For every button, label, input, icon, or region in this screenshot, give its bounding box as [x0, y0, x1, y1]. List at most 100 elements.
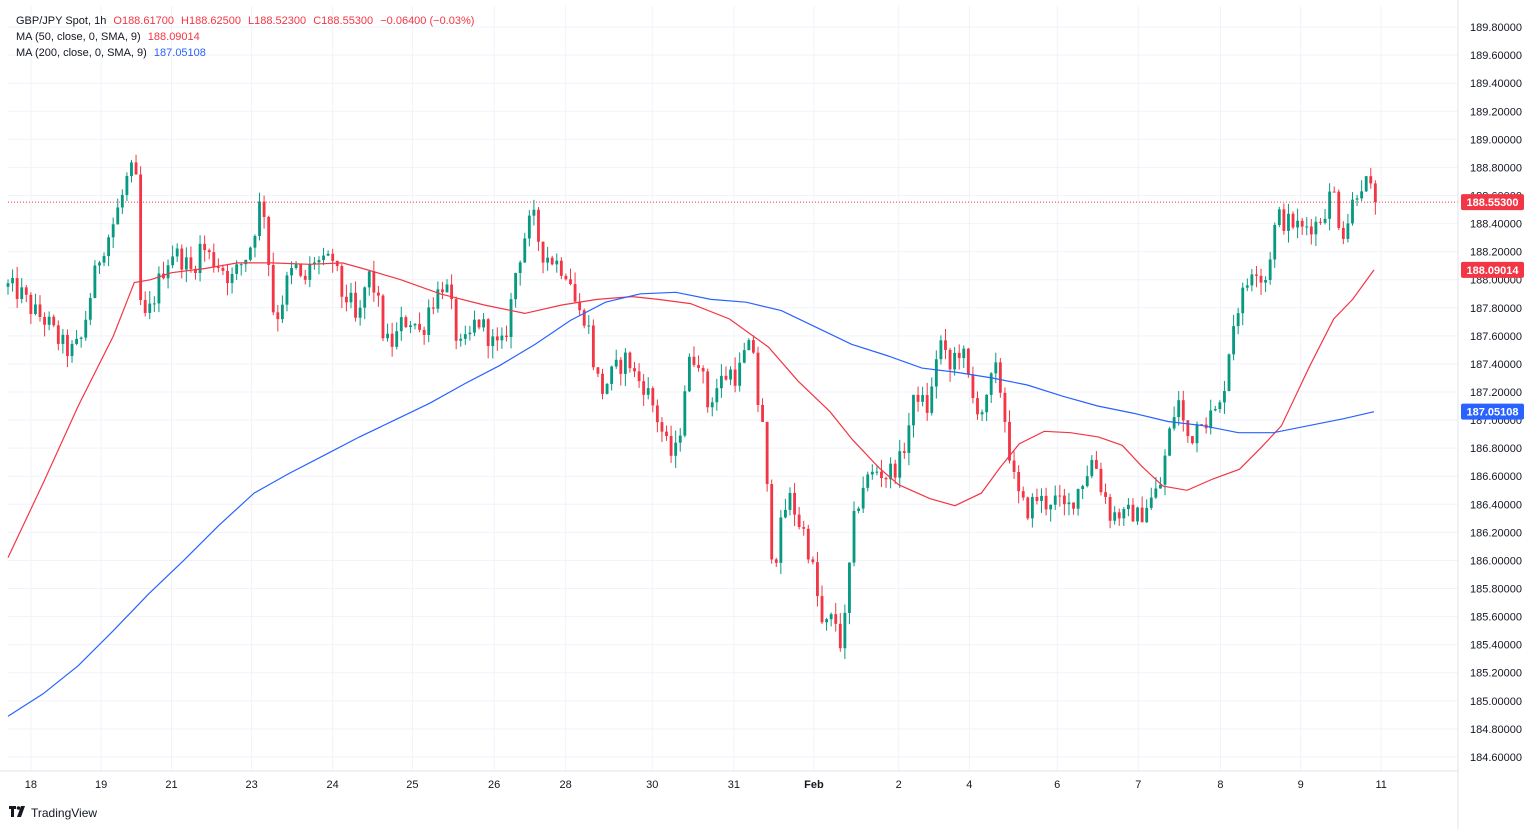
candle-body [902, 451, 906, 453]
brand-name: TradingView [31, 805, 98, 820]
candle-body [665, 431, 668, 436]
candle-body [527, 215, 531, 239]
candle-body [1008, 421, 1011, 461]
symbol-name[interactable]: GBP/JPY Spot [16, 15, 88, 27]
candle-body [61, 334, 65, 344]
candle-body [921, 395, 925, 402]
candle-body [482, 319, 486, 328]
candle-body [1305, 226, 1309, 228]
candle-body [308, 264, 312, 280]
candle-body [532, 209, 536, 216]
price-tick-label: 189.80000 [1470, 22, 1522, 34]
candle-body [1291, 213, 1295, 228]
candle-body [1264, 279, 1268, 283]
candle-body [838, 623, 842, 649]
candle-body [1104, 492, 1107, 498]
tradingview-logo-icon [9, 805, 27, 820]
tradingview-brand[interactable]: TradingView [9, 805, 97, 820]
candle-body [395, 331, 399, 347]
candle-body [889, 463, 893, 480]
price-tick-label: 185.00000 [1470, 696, 1522, 708]
candle-body [729, 369, 732, 380]
candle-body [541, 241, 545, 263]
candle-body [477, 319, 481, 328]
candle-body [582, 310, 586, 326]
price-tick-label: 188.40000 [1470, 219, 1522, 231]
time-tick-label: Feb [804, 779, 824, 791]
candle-body [1012, 460, 1016, 472]
candle-body [1273, 224, 1277, 260]
candle-body [875, 471, 879, 473]
candle-body [678, 435, 682, 443]
candle-body [751, 340, 755, 353]
candle-body [1369, 176, 1373, 184]
candle-body [509, 299, 513, 337]
time-tick-label: 9 [1298, 779, 1304, 791]
candle-body [747, 340, 751, 351]
candle-body [495, 336, 499, 341]
candle-body [518, 262, 522, 274]
candle-body [75, 338, 79, 344]
candle-body [861, 487, 865, 509]
candle-body [816, 562, 819, 597]
time-tick-label: 11 [1375, 779, 1386, 791]
price-tick-label: 189.00000 [1470, 134, 1522, 146]
candle-body [550, 257, 554, 265]
timeframe[interactable]: 1h [94, 15, 107, 27]
candle-body [971, 374, 975, 399]
candle-body [834, 614, 838, 624]
candle-body [468, 332, 472, 335]
candle-body [431, 307, 435, 309]
candle-body [962, 348, 966, 359]
candle-body [742, 350, 746, 363]
candle-body [825, 619, 828, 623]
candle-body [779, 517, 783, 563]
candle-body [994, 362, 998, 374]
candle-body [354, 292, 357, 318]
candle-body [15, 278, 19, 300]
candle-body [43, 316, 47, 325]
candle-body [88, 298, 92, 320]
candle-body [1017, 471, 1021, 492]
price-tick-label: 186.20000 [1470, 527, 1522, 539]
candle-body [578, 301, 582, 311]
ma50-line [7, 262, 1375, 558]
candle-body [404, 317, 408, 328]
legend-ma200-row[interactable]: MA (200, close, 0, SMA, 9) 187.05108 [16, 45, 474, 61]
candle-body [445, 284, 449, 293]
candle-body [107, 237, 111, 257]
candle-body [989, 373, 993, 395]
time-tick-label: 31 [728, 779, 740, 791]
candle-body [866, 474, 870, 488]
price-tick-label: 187.20000 [1470, 387, 1522, 399]
candle-body [998, 362, 1002, 393]
price-tick-label: 187.60000 [1470, 331, 1522, 343]
candle-body [216, 267, 220, 269]
candle-body [500, 335, 504, 341]
candle-body [450, 284, 454, 300]
price-tick-label: 189.40000 [1470, 78, 1522, 90]
candle-body [569, 279, 572, 285]
time-axis[interactable]: 18 19 21 23 24 25 26 28 30 31 Feb 2 4 6 7 8 9 11 [0, 770, 1458, 791]
legend-ma50-row[interactable]: MA (50, close, 0, SMA, 9) 188.09014 [16, 29, 474, 45]
candle-body [784, 509, 787, 518]
candle-body [56, 325, 60, 344]
candle-body [1113, 512, 1117, 521]
legend-ohlc-row[interactable]: GBP/JPY Spot, 1h O188.61700 H188.62500 L… [16, 15, 475, 27]
candle-body [1030, 496, 1034, 519]
candle-body [811, 559, 815, 563]
candle-body [1131, 504, 1135, 522]
candle-body [367, 271, 371, 288]
price-tick-label: 184.60000 [1470, 752, 1522, 764]
change-value: −0.06400 (−0.03%) [380, 15, 475, 27]
candle-body [1282, 209, 1286, 231]
candle-body [47, 316, 51, 325]
candle-body [1218, 402, 1222, 410]
candle-body [276, 312, 280, 320]
candle-body [294, 264, 298, 268]
candle-body [953, 352, 957, 370]
candle-body [761, 404, 764, 422]
candle-body [134, 162, 138, 175]
candle-body [1168, 428, 1171, 456]
